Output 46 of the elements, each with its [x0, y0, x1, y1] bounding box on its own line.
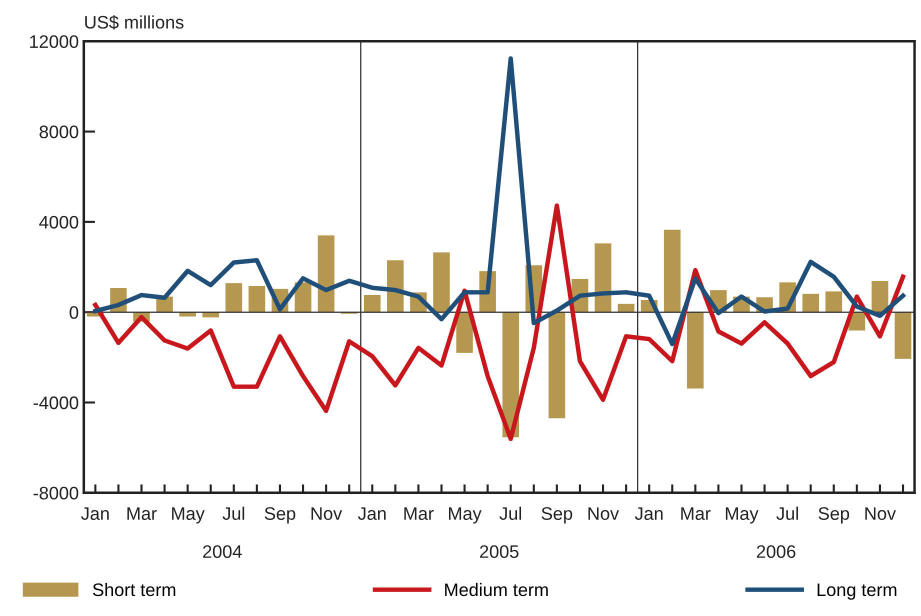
text: 2006 [756, 545, 796, 558]
bar [364, 295, 381, 312]
x-tick-label: Mar [127, 507, 157, 520]
text: 2005 [480, 545, 519, 558]
x-tick-label: Sep [542, 507, 572, 524]
x-tick-label: May [726, 507, 759, 524]
y-tick-label: 12000 [30, 35, 78, 48]
bar [664, 230, 681, 312]
y-tick-label: 4000 [39, 216, 78, 229]
x-tick-label: Jul [499, 506, 522, 520]
x-tick-label: May [448, 507, 482, 524]
x-tick-label: Jan [358, 507, 386, 520]
x-tick-label: Mar [681, 507, 711, 520]
legend-label: Short term [92, 582, 176, 596]
y-tick-label: -4000 [34, 396, 78, 410]
y-tick-label: 8000 [40, 126, 78, 138]
bar [825, 291, 842, 312]
x-tick-label: Nov [588, 507, 620, 520]
x-tick-label: Jan [81, 507, 109, 520]
x-tick-label: Mar [404, 507, 434, 520]
x-tick-label: Sep [264, 507, 296, 524]
x-tick-label: May [172, 507, 205, 524]
bar [226, 283, 242, 312]
text: 2004 [203, 545, 242, 558]
bar [433, 252, 450, 312]
x-tick-label: Jul [222, 506, 244, 520]
x-tick-label: Nov [865, 507, 896, 520]
legend-label: Long term [818, 584, 896, 600]
bar [548, 312, 566, 418]
x-tick-label: Sep [818, 507, 850, 524]
y-tick-label: 0 [70, 306, 78, 319]
y-tick-label: -8000 [34, 486, 78, 500]
bar [248, 286, 266, 312]
legend-label: Medium term [445, 582, 548, 596]
y-axis-title: US$ millions [85, 15, 184, 30]
bar [894, 312, 912, 359]
bar [872, 281, 888, 312]
bar [802, 294, 820, 312]
x-tick-label: Jul [776, 506, 798, 520]
x-tick-label: Jan [634, 507, 663, 520]
bar [594, 243, 612, 312]
bar [318, 235, 334, 312]
x-tick-label: Nov [312, 507, 342, 520]
bar [687, 312, 704, 388]
line-series [93, 203, 906, 442]
line-series [93, 56, 906, 346]
